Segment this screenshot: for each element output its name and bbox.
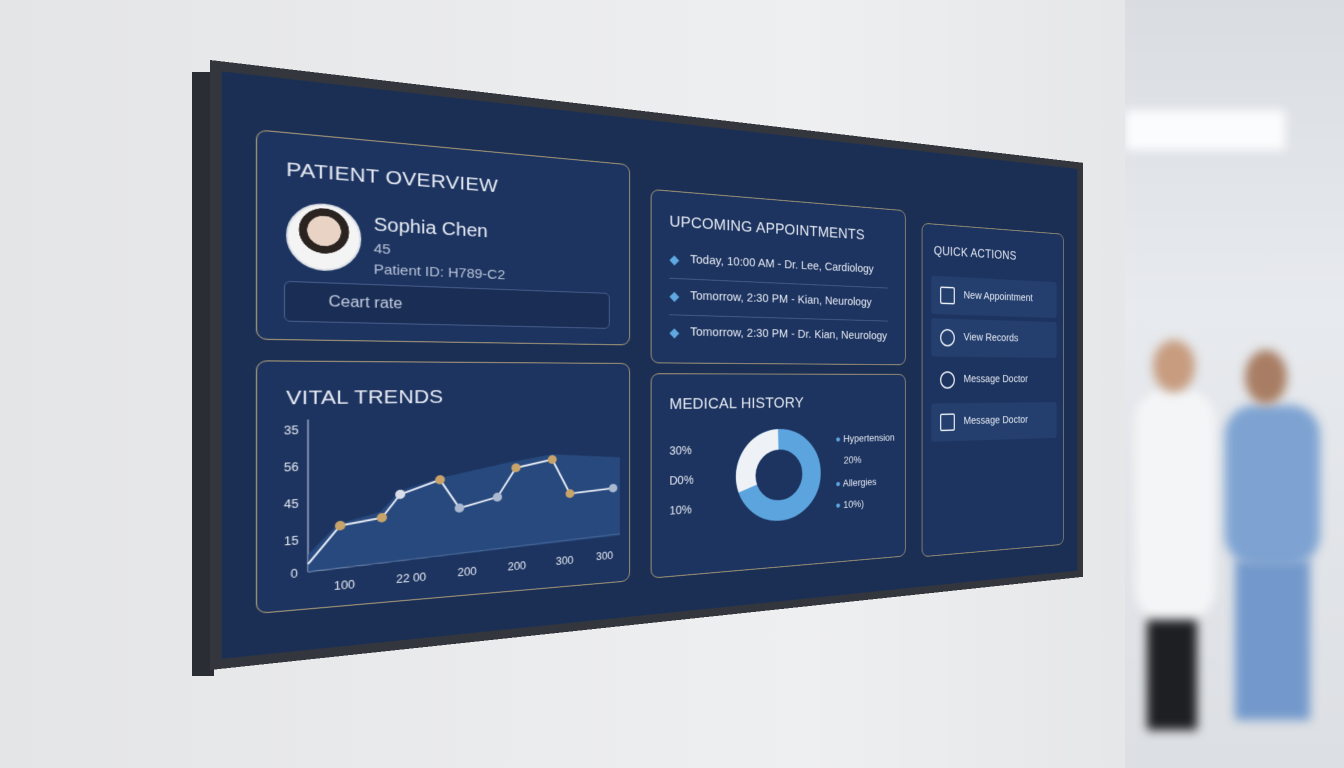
patient-name: Sophia Chen: [373, 214, 488, 242]
screen-edge: [192, 72, 214, 676]
doctor-legs: [1147, 620, 1197, 730]
y-label: 15: [283, 533, 299, 549]
appointment-item[interactable]: Today, 10:00 AM - Dr. Lee, Cardiology: [690, 252, 874, 276]
quick-actions-panel: QUICK ACTIONS New Appointment View Recor…: [921, 222, 1064, 558]
trend-chart: [306, 415, 622, 574]
nurse-head: [1245, 350, 1287, 404]
legend-item: ● 10%): [835, 497, 864, 511]
legend-text: Allergies: [842, 475, 877, 489]
divider: [669, 277, 889, 289]
legend-text: Hypertension: [843, 431, 895, 445]
appointments-panel: UPCOMING APPOINTMENTS ◆ Today, 10:00 AM …: [650, 188, 906, 366]
x-label: 200: [507, 559, 527, 574]
patient-age: 45: [373, 240, 391, 258]
ceiling-light: [1125, 110, 1285, 150]
vital-trends-panel: VITAL TRENDS 35 56 45 15 0 100 22 00 200…: [255, 360, 630, 614]
bullet: ◆: [669, 325, 680, 341]
action-button[interactable]: New Appointment: [931, 275, 1057, 319]
action-label: Message Doctor: [963, 372, 1028, 386]
nurse-legs: [1235, 560, 1310, 720]
doctor-head: [1153, 340, 1195, 392]
y-label: 35: [283, 423, 299, 438]
panel-title: UPCOMING APPOINTMENTS: [669, 212, 865, 244]
action-label: New Appointment: [963, 288, 1033, 305]
action-button[interactable]: Message Doctor: [931, 360, 1057, 400]
hallway: [1125, 0, 1344, 768]
field-text: Ceart rate: [328, 293, 403, 313]
nurse-top: [1225, 405, 1320, 565]
legend-value: 20%: [843, 453, 862, 466]
y-label: 56: [283, 460, 299, 475]
donut-label: 30%: [669, 443, 692, 458]
donut-label: D0%: [669, 472, 694, 488]
legend-text: 10%): [843, 497, 864, 511]
patient-overview-panel: PATIENT OVERVIEW Sophia Chen 45 Patient …: [255, 129, 630, 346]
y-label: 45: [283, 497, 299, 512]
x-label: 200: [457, 564, 477, 580]
wall-display: PATIENT OVERVIEW Sophia Chen 45 Patient …: [210, 60, 1083, 670]
panel-title: PATIENT OVERVIEW: [286, 158, 499, 197]
x-label: 100: [333, 577, 355, 593]
divider: [669, 314, 889, 322]
panel-title: VITAL TRENDS: [286, 386, 444, 410]
action-button[interactable]: Message Doctor: [931, 402, 1057, 442]
legend-item: ● Hypertension: [835, 431, 895, 445]
bullet: ◆: [669, 252, 680, 268]
patient-id: Patient ID: H789-C2: [373, 261, 506, 283]
bullet: ◆: [669, 289, 680, 304]
medical-history-panel: MEDICAL HISTORY 30% D0% 10% ● Hypertensi…: [650, 373, 906, 579]
appointment-item[interactable]: Tomorrow, 2:30 PM - Dr. Kian, Neurology: [690, 324, 888, 343]
legend-item: ● Allergies: [835, 475, 877, 490]
donut-label: 10%: [669, 502, 692, 518]
x-label: 300: [596, 549, 614, 563]
panel-title: MEDICAL HISTORY: [669, 394, 804, 414]
x-label: 300: [555, 554, 574, 568]
action-label: View Records: [963, 330, 1019, 345]
appointment-item[interactable]: Tomorrow, 2:30 PM - Kian, Neurology: [690, 288, 872, 309]
y-label: 0: [290, 566, 298, 581]
x-label: 22 00: [396, 570, 427, 586]
doctor-coat: [1135, 390, 1215, 620]
panel-title: QUICK ACTIONS: [933, 243, 1017, 263]
action-button[interactable]: View Records: [931, 318, 1057, 358]
donut-chart: [731, 423, 826, 530]
search-field[interactable]: Ceart rate: [283, 280, 610, 329]
trend-area: [308, 452, 620, 572]
action-label: Message Doctor: [963, 413, 1028, 427]
patient-avatar: [286, 201, 362, 273]
